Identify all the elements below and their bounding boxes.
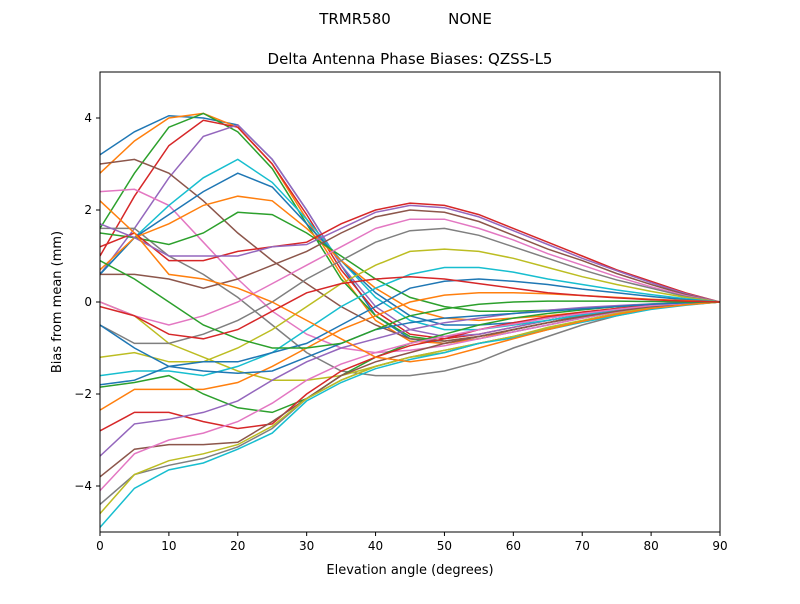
y-tick-label: 2 [84,203,92,217]
x-tick-label: 40 [368,539,383,553]
y-tick-label: −4 [74,479,92,493]
series-line-34 [100,275,720,340]
y-tick-label: 0 [84,295,92,309]
series-line-14 [100,202,720,303]
series-line-30 [100,301,720,528]
series-line-25 [100,301,720,457]
series-line-26 [100,301,720,478]
series-line-13 [100,211,720,312]
chart-title: Delta Antenna Phase Biases: QZSS-L5 [268,50,553,68]
series-line-32 [100,200,720,363]
x-tick-label: 10 [161,539,176,553]
series-line-18 [100,227,720,345]
series-line-16 [100,209,720,303]
x-tick-label: 60 [506,539,521,553]
series-line-31 [100,301,720,375]
series-line-10 [100,158,720,331]
series-line-33 [100,259,720,349]
y-tick-label: −2 [74,387,92,401]
suptitle-left: TRMR580 [318,10,391,28]
series-line-28 [100,301,720,505]
y-axis: −4 −2 0 2 4 [74,111,100,493]
x-axis-label: Elevation angle (degrees) [326,563,493,578]
series-line-27 [100,301,720,492]
series-line-7 [100,188,720,354]
series-line-20 [100,266,720,377]
x-tick-label: 30 [299,539,314,553]
series-line-17 [100,218,720,326]
x-tick-label: 70 [575,539,590,553]
series-line-24 [100,301,720,432]
x-axis: 0 10 20 30 40 50 60 70 80 90 [96,532,728,553]
y-tick-label: 4 [84,111,92,125]
x-tick-label: 90 [712,539,727,553]
x-tick-label: 20 [230,539,245,553]
suptitle-right: NONE [448,10,492,28]
series-lines [100,112,720,528]
x-tick-label: 80 [643,539,658,553]
x-tick-label: 0 [96,539,104,553]
x-tick-label: 50 [437,539,452,553]
y-axis-label: Bias from mean (mm) [50,231,65,373]
series-line-15 [100,204,720,303]
series-line-21 [100,278,720,386]
